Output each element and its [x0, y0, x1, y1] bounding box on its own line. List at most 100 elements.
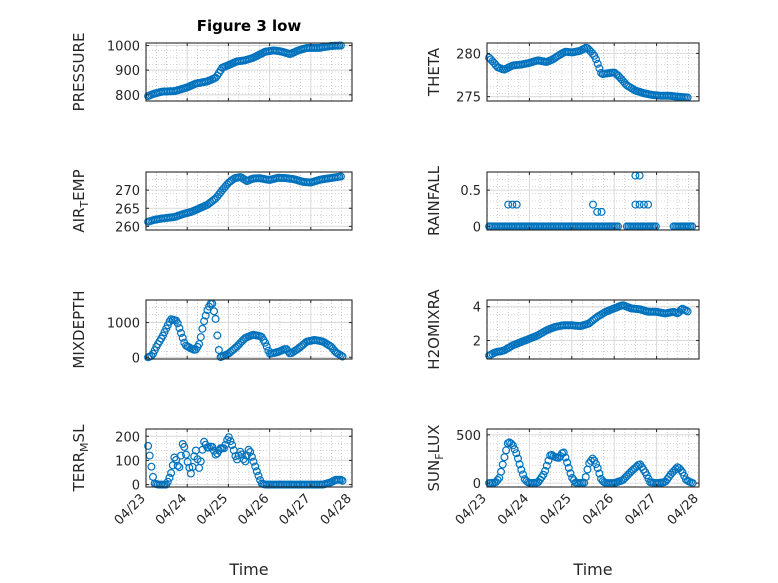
y-tick-label: 1000	[107, 317, 140, 332]
data-point	[252, 467, 261, 476]
data-point	[508, 441, 517, 450]
axes-frame	[145, 42, 353, 102]
data-point	[566, 469, 575, 478]
data-point	[185, 463, 194, 472]
data-point	[147, 462, 156, 471]
panel-top-right: 275 280 THETA	[425, 42, 700, 106]
data-point	[144, 441, 153, 450]
y-axis-label: H2OMIXRA	[425, 289, 443, 370]
chart-title: Figure 3 low	[197, 17, 302, 35]
y-tick-label: 0	[473, 220, 481, 235]
data-point	[644, 200, 653, 209]
y-axis-label: RAINFALL	[425, 165, 443, 236]
data-point	[593, 59, 602, 68]
y-axis-label: MIXDEPTH	[70, 290, 88, 368]
axes-frame	[486, 42, 700, 102]
data-point	[504, 200, 513, 209]
x-tick-label: 04/28	[665, 491, 702, 528]
data-point	[591, 55, 600, 64]
panel-row2-right: 0 0.5 RAINFALL	[425, 165, 700, 236]
data-point	[167, 469, 176, 478]
y-tick-label: 280	[456, 47, 481, 62]
data-point	[172, 455, 181, 464]
data-point	[510, 445, 519, 454]
data-point	[175, 324, 184, 333]
data-point	[228, 441, 237, 450]
data-point	[336, 172, 345, 181]
data-point	[595, 64, 604, 73]
data-point	[211, 314, 220, 323]
data-point	[597, 207, 606, 216]
panel-top-left: 800 900 1000 PRESSURE Figure 3 low	[70, 17, 353, 111]
axes-frame	[486, 428, 700, 488]
y-tick-label: 0.5	[460, 184, 481, 199]
y-tick-label: 800	[115, 89, 140, 104]
data-point	[198, 324, 207, 333]
data-point	[635, 200, 644, 209]
data-point	[513, 454, 522, 463]
data-point	[593, 207, 602, 216]
y-axis-label: TERRMSL	[70, 424, 91, 493]
panel-row3-right: 2 4 H2OMIXRA	[425, 289, 700, 370]
panel-row2-left: 260 265 270 AIRTEMP	[70, 169, 353, 235]
y-tick-label: 270	[115, 184, 140, 199]
data-point	[561, 453, 570, 462]
data-point	[183, 457, 192, 466]
axes-frame	[145, 428, 353, 488]
data-point	[676, 466, 685, 475]
data-point	[238, 450, 247, 459]
axes-frame	[145, 171, 353, 231]
y-axis-label: THETA	[425, 47, 443, 97]
x-tick-label: 04/25	[538, 491, 575, 528]
y-tick-label: 2	[473, 334, 481, 349]
data-point	[246, 448, 255, 457]
data-point	[214, 346, 223, 355]
data-point	[544, 456, 553, 465]
data-point	[338, 352, 347, 361]
y-tick-label: 275	[456, 91, 481, 106]
data-point	[537, 473, 546, 482]
x-tick-label: 04/28	[318, 491, 355, 528]
data-point	[564, 463, 573, 472]
data-point	[224, 433, 233, 442]
data-point	[261, 338, 270, 347]
data-point	[338, 476, 347, 485]
x-tick-label: 04/23	[453, 491, 490, 528]
data-point	[595, 469, 604, 478]
x-tick-label: 04/25	[194, 491, 231, 528]
data-point	[563, 458, 572, 467]
x-tick-label: 04/27	[622, 491, 659, 528]
data-point	[541, 466, 550, 475]
y-tick-label: 1000	[107, 39, 140, 54]
data-point	[518, 470, 527, 479]
data-point	[173, 461, 182, 470]
data-point	[251, 462, 260, 471]
x-tick-label: 04/24	[153, 491, 190, 528]
data-point	[180, 442, 189, 451]
panel-bottom-right: 0 500 04/23 04/24 04/25 04/26 04/27 04/28 Time SU…	[425, 425, 702, 579]
y-tick-label: 4	[473, 301, 481, 316]
data-point	[588, 200, 597, 209]
data-point	[593, 464, 602, 473]
y-tick-label: 0	[473, 477, 481, 492]
data-point	[249, 457, 258, 466]
data-point	[210, 307, 219, 316]
data-point	[200, 317, 209, 326]
data-point	[173, 319, 182, 328]
data-point	[508, 200, 517, 209]
data-point	[196, 457, 205, 466]
data-point	[671, 465, 680, 474]
data-point	[163, 477, 172, 486]
data-point	[219, 444, 228, 453]
data-point	[581, 473, 590, 482]
y-tick-label: 265	[115, 202, 140, 217]
axes-frame	[486, 299, 700, 360]
y-axis-label: AIRTEMP	[70, 169, 91, 232]
data-point	[201, 311, 210, 320]
y-tick-label: 900	[115, 64, 140, 79]
data-point	[177, 329, 186, 338]
data-point	[226, 437, 235, 446]
y-tick-label: 260	[115, 220, 140, 235]
data-point	[512, 200, 521, 209]
data-point	[539, 470, 548, 479]
